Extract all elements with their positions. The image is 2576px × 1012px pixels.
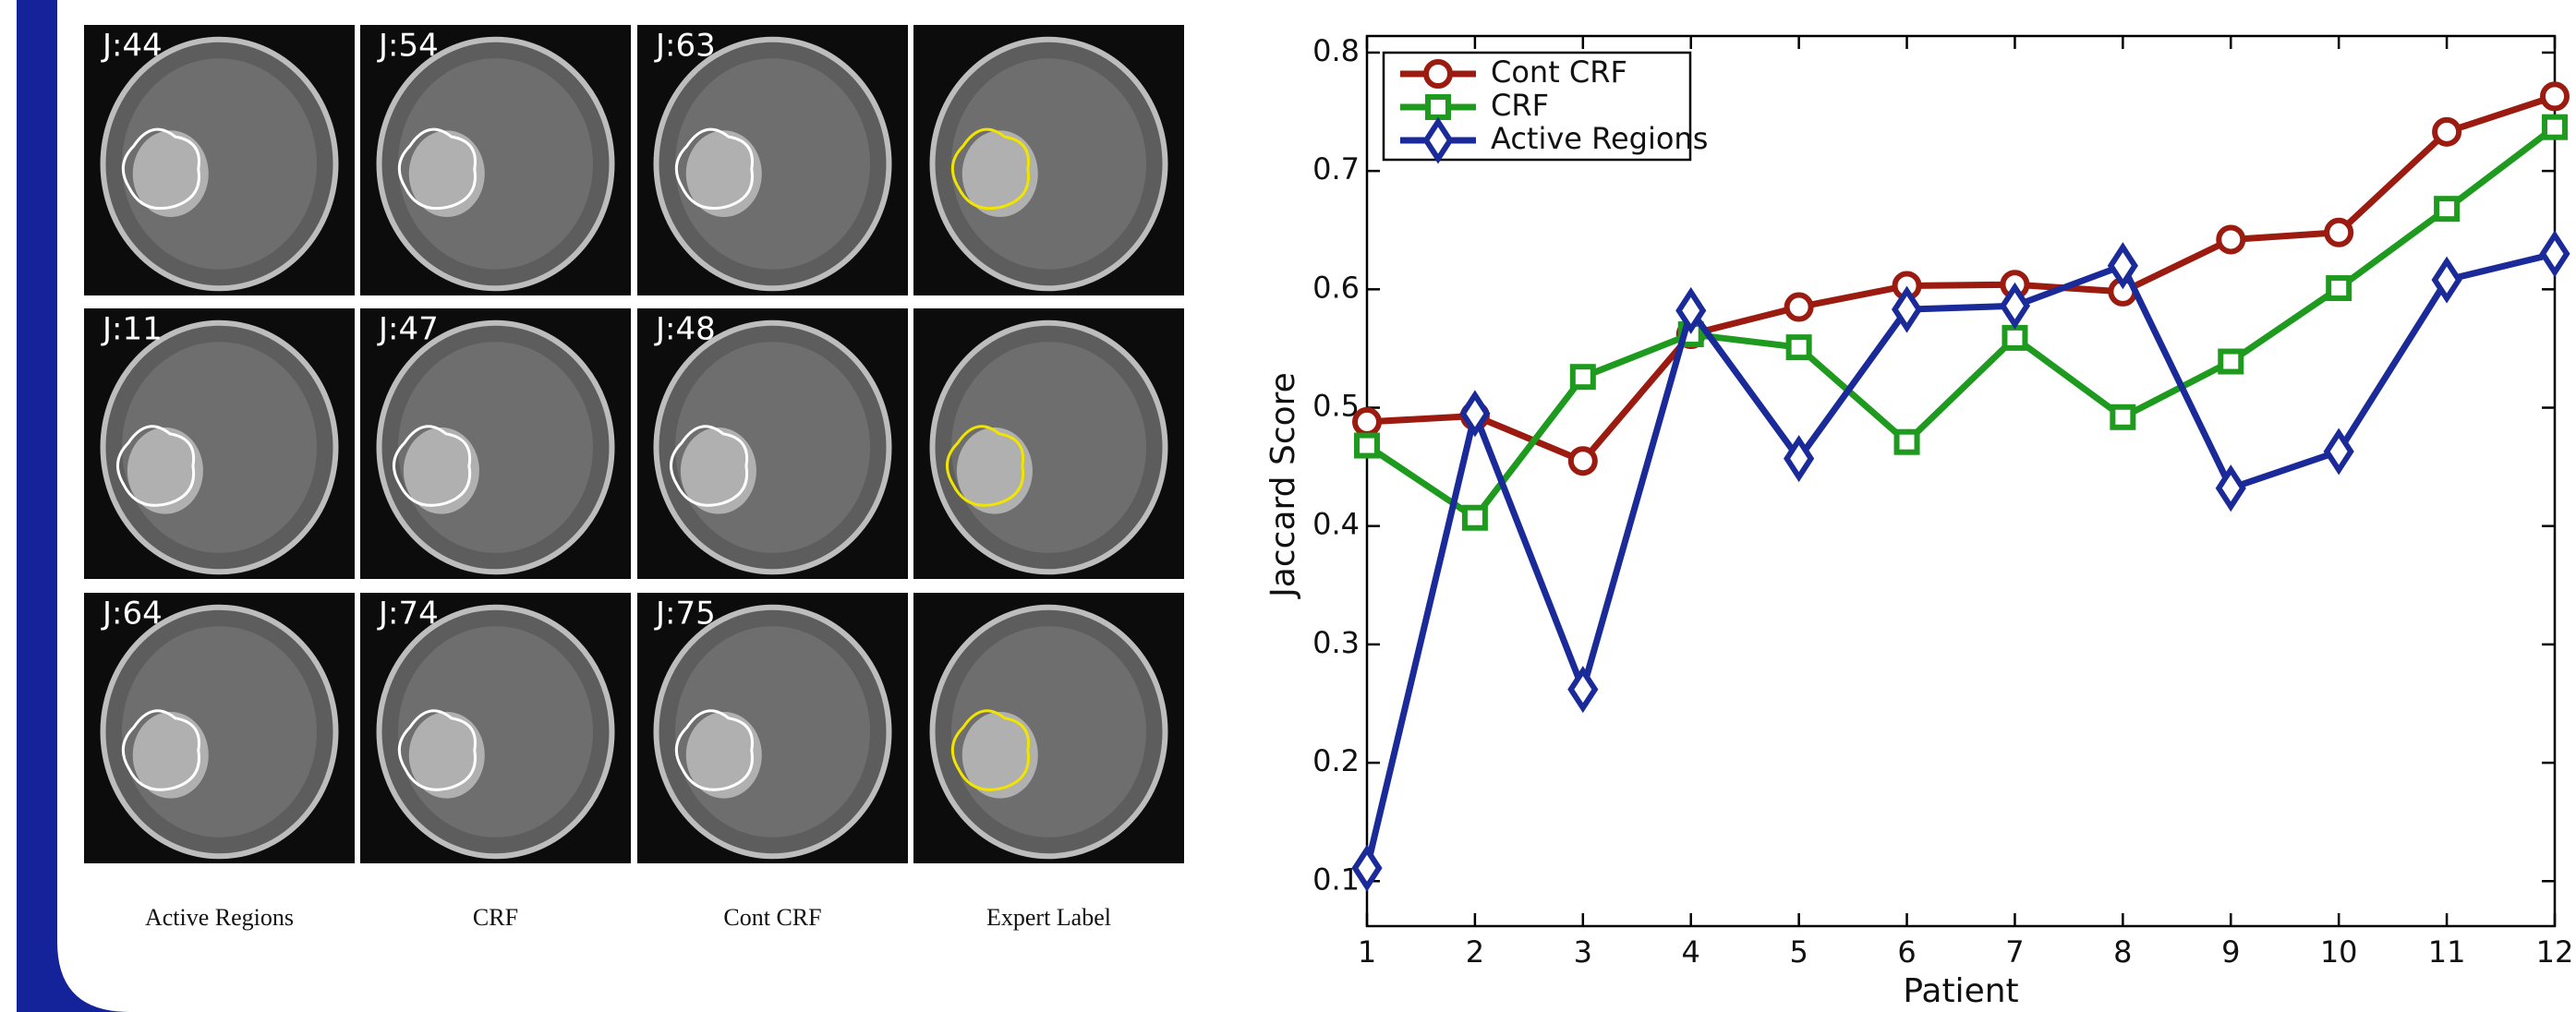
jaccard-label: J:11 [101,311,163,348]
marker [1789,337,1809,357]
x-tick-label: 1 [1358,934,1376,970]
y-tick-label: 0.8 [1312,33,1360,68]
marker [1787,295,1811,319]
y-tick-label: 0.5 [1312,389,1360,424]
y-tick-label: 0.4 [1312,507,1360,542]
jaccard-label: J:54 [377,28,439,65]
marker [2328,278,2349,298]
jaccard-label: J:63 [654,28,716,65]
jaccard-label: J:47 [377,311,439,348]
legend-label: CRF [1491,88,1549,123]
image-grid: J:44 J:54 J:63 J:11 J:47 J:48 J:64 J:74 J:75 Acti… [84,25,1184,931]
figure: J:44 J:54 J:63 J:11 J:47 J:48 J:64 J:74 J:75 Acti… [0,0,2576,1012]
x-tick-label: 8 [2113,934,2132,970]
jaccard-label: J:44 [101,28,163,65]
x-tick-label: 12 [2536,934,2574,970]
x-tick-label: 6 [1897,934,1916,970]
x-tick-label: 4 [1682,934,1700,970]
x-tick-label: 10 [2320,934,2358,970]
marker [2219,227,2243,251]
legend-marker [1426,62,1450,86]
marker [1465,508,1485,528]
y-tick-label: 0.2 [1312,743,1360,778]
marker [1357,436,1377,456]
x-tick-label: 5 [1789,934,1808,970]
y-axis-label: Jaccard Score [1264,372,1302,599]
series-line [1367,127,2555,518]
column-caption: Active Regions [145,904,294,931]
plot-frame [1367,36,2555,926]
x-tick-label: 3 [1574,934,1592,970]
marker [2437,199,2457,219]
marker [1573,367,1593,387]
column-caption: Cont CRF [723,904,821,931]
x-tick-label: 7 [2005,934,2024,970]
legend-marker [1428,97,1448,117]
jaccard-label: J:74 [377,596,439,632]
x-axis-label: Patient [1903,972,2018,1010]
marker [2543,235,2567,272]
marker [1355,410,1379,434]
marker [2327,221,2351,245]
series-line [1367,254,2555,868]
marker [2220,352,2241,372]
marker [2545,117,2565,138]
legend-label: Active Regions [1491,121,1708,156]
marker [2004,328,2025,348]
jaccard-label: J:64 [101,596,163,632]
legend-label: Cont CRF [1491,54,1627,90]
jaccard-label: J:75 [654,596,716,632]
marker [2435,120,2459,144]
y-tick-label: 0.6 [1312,270,1360,305]
x-tick-label: 9 [2221,934,2240,970]
marker [2543,84,2567,108]
x-tick-label: 11 [2428,934,2466,970]
y-tick-label: 0.3 [1312,625,1360,660]
column-caption: CRF [473,904,518,931]
marker [1897,432,1917,452]
x-tick-label: 2 [1466,934,1484,970]
y-tick-label: 0.7 [1312,151,1360,187]
marker [1571,449,1595,473]
marker [2112,407,2133,428]
column-caption: Expert Label [986,904,1111,931]
jaccard-label: J:48 [654,311,716,348]
